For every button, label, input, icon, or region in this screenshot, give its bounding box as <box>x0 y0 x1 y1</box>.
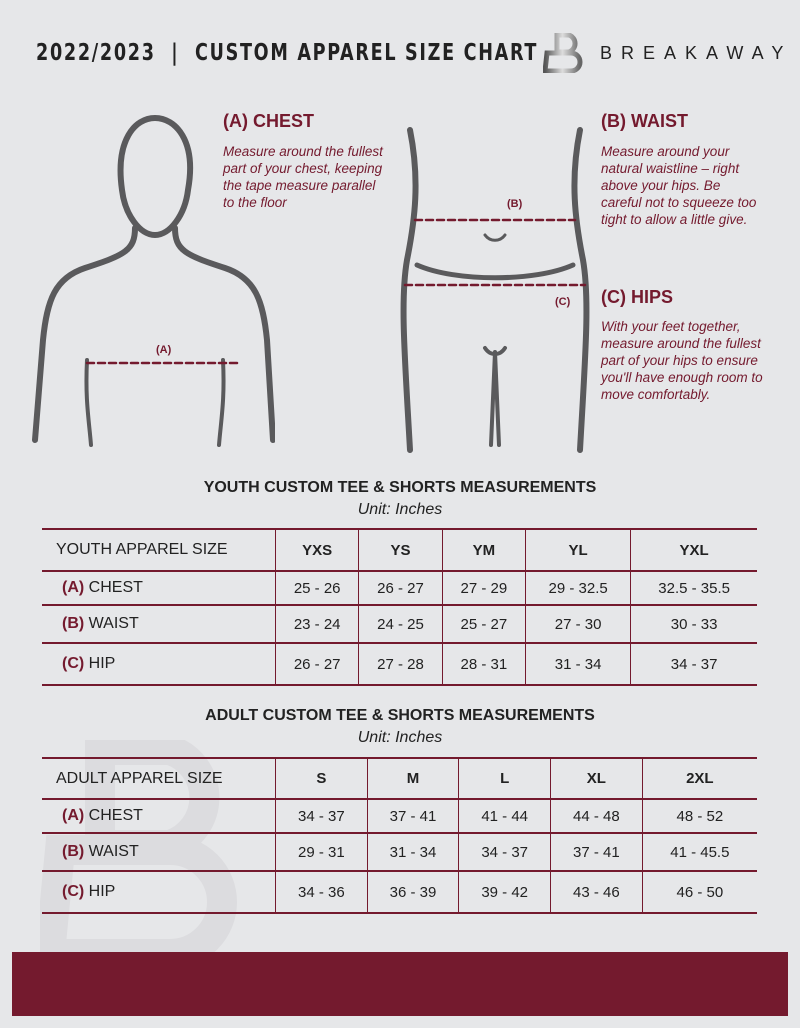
breakaway-logo <box>543 33 583 73</box>
cell: 43 - 46 <box>550 870 643 914</box>
size-header: YL <box>525 528 631 572</box>
adult-table-title: ADULT CUSTOM TEE & SHORTS MEASUREMENTS <box>205 707 595 724</box>
table-row: (A) CHEST 34 - 37 37 - 41 41 - 44 44 - 48 48 … <box>42 798 757 834</box>
table-row: (B) WAIST 23 - 24 24 - 25 25 - 27 27 - 30 30 … <box>42 604 757 644</box>
row-label: (A) CHEST <box>42 798 276 834</box>
size-header: L <box>458 757 551 800</box>
row-label: (A) CHEST <box>42 570 276 606</box>
cell: 31 - 34 <box>525 642 631 686</box>
size-header: YM <box>441 528 526 572</box>
size-header: YXS <box>274 528 359 572</box>
row-code: (C) <box>62 883 85 900</box>
footer-band <box>12 952 788 1016</box>
waist-heading: (B) WAIST <box>601 111 688 131</box>
adult-size-label: ADULT APPAREL SIZE <box>42 757 276 800</box>
row-name: HIP <box>88 655 116 672</box>
size-header: XL <box>550 757 643 800</box>
cell: 30 - 33 <box>630 604 757 644</box>
cell: 24 - 25 <box>358 604 443 644</box>
page-title: 2022/2023 | CUSTOM APPAREL SIZE CHART <box>36 40 539 66</box>
row-label: (B) WAIST <box>42 832 276 872</box>
cell: 46 - 50 <box>641 870 757 914</box>
cell: 26 - 27 <box>274 642 359 686</box>
youth-table-title: YOUTH CUSTOM TEE & SHORTS MEASUREMENTS <box>203 479 597 496</box>
cell: 41 - 45.5 <box>641 832 757 872</box>
cell: 29 - 32.5 <box>525 570 631 606</box>
hips-description: With your feet together, measure around … <box>601 319 763 402</box>
row-name: WAIST <box>88 843 139 860</box>
waist-marker: (B) <box>507 198 523 210</box>
size-header: M <box>366 757 459 800</box>
table-header-row: ADULT APPAREL SIZE S M L XL 2XL <box>42 757 757 800</box>
row-code: (B) <box>62 615 85 632</box>
row-code: (A) <box>62 807 85 824</box>
adult-unit: Unit: Inches <box>357 729 443 746</box>
cell: 37 - 41 <box>550 832 643 872</box>
cell: 48 - 52 <box>641 798 757 834</box>
row-label: (C) HIP <box>42 870 276 914</box>
cell: 39 - 42 <box>458 870 551 914</box>
cell: 29 - 31 <box>275 832 368 872</box>
row-name: CHEST <box>88 579 143 596</box>
cell: 27 - 29 <box>441 570 526 606</box>
cell: 32.5 - 35.5 <box>630 570 757 606</box>
waist-description: Measure around your natural waistline – … <box>601 144 757 227</box>
row-name: CHEST <box>88 807 143 824</box>
hips-heading: (C) HIPS <box>601 287 673 307</box>
cell: 36 - 39 <box>366 870 459 914</box>
size-header: S <box>275 757 368 800</box>
row-code: (A) <box>62 579 85 596</box>
row-label: (B) WAIST <box>42 604 276 644</box>
cell: 25 - 26 <box>274 570 359 606</box>
hips-marker: (C) <box>555 296 571 308</box>
chest-description: Measure around the fullest part of your … <box>223 144 383 210</box>
row-name: HIP <box>88 883 116 900</box>
brand-name: BREAKAWAY <box>600 43 793 63</box>
table-row: (B) WAIST 29 - 31 31 - 34 34 - 37 37 - 41 41 … <box>42 832 757 872</box>
table-row: (C) HIP 26 - 27 27 - 28 28 - 31 31 - 34 34 - … <box>42 642 757 686</box>
cell: 26 - 27 <box>358 570 443 606</box>
cell: 34 - 37 <box>630 642 757 686</box>
youth-size-table: YOUTH APPAREL SIZE YXS YS YM YL YXL (A) … <box>42 528 757 686</box>
row-label: (C) HIP <box>42 642 276 686</box>
cell: 27 - 30 <box>525 604 631 644</box>
youth-size-label: YOUTH APPAREL SIZE <box>42 528 276 572</box>
cell: 34 - 36 <box>275 870 368 914</box>
cell: 23 - 24 <box>274 604 359 644</box>
cell: 27 - 28 <box>358 642 443 686</box>
row-code: (C) <box>62 655 85 672</box>
cell: 34 - 37 <box>275 798 368 834</box>
size-header: 2XL <box>641 757 757 800</box>
cell: 41 - 44 <box>458 798 551 834</box>
adult-size-table: ADULT APPAREL SIZE S M L XL 2XL (A) CHES… <box>42 757 757 914</box>
row-name: WAIST <box>88 615 139 632</box>
chest-marker: (A) <box>156 344 172 356</box>
youth-unit: Unit: Inches <box>357 501 443 518</box>
chest-heading: (A) CHEST <box>223 111 314 131</box>
cell: 37 - 41 <box>366 798 459 834</box>
cell: 44 - 48 <box>550 798 643 834</box>
lower-body-figure <box>400 127 590 453</box>
cell: 28 - 31 <box>441 642 526 686</box>
upper-body-figure <box>32 114 275 447</box>
table-row: (A) CHEST 25 - 26 26 - 27 27 - 29 29 - 32.5 3… <box>42 570 757 606</box>
cell: 34 - 37 <box>458 832 551 872</box>
cell: 31 - 34 <box>366 832 459 872</box>
table-header-row: YOUTH APPAREL SIZE YXS YS YM YL YXL <box>42 528 757 572</box>
size-header: YXL <box>630 528 757 572</box>
cell: 25 - 27 <box>441 604 526 644</box>
table-row: (C) HIP 34 - 36 36 - 39 39 - 42 43 - 46 46 - … <box>42 870 757 914</box>
row-code: (B) <box>62 843 85 860</box>
size-header: YS <box>358 528 443 572</box>
